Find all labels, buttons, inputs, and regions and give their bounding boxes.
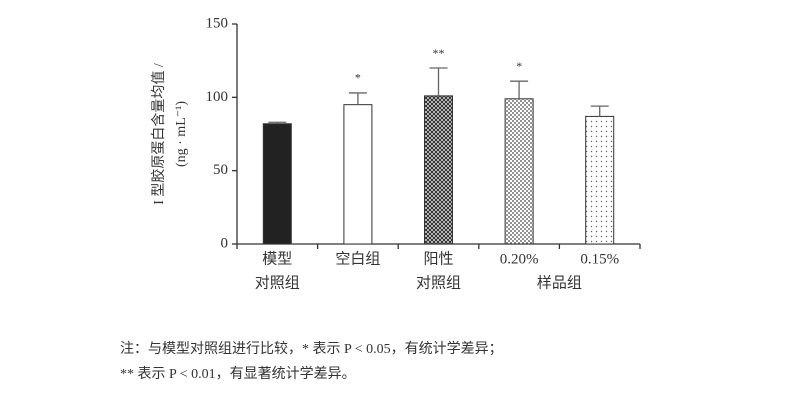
note: 注：与模型对照组进行比较，* 表示 P < 0.05，有统计学差异；	[120, 341, 503, 357]
error-bar	[510, 80, 529, 99]
x-tick-label: 模型	[262, 250, 292, 267]
error-bar	[429, 67, 448, 96]
x-tick-label: 对照组	[255, 274, 300, 291]
y-tick-label: 50	[213, 162, 228, 178]
x-tick-label: 对照组	[416, 274, 461, 291]
significance-label: *	[516, 59, 522, 73]
y-axis-label: (ng · mL⁻¹)	[174, 101, 189, 167]
bar	[343, 104, 373, 245]
y-tick-label: 100	[206, 89, 229, 105]
error-bar	[590, 105, 609, 117]
significance-label: **	[433, 46, 445, 60]
y-axis-label: I 型胶原蛋白含量均值 /	[150, 63, 167, 205]
bar	[504, 98, 534, 245]
bar	[585, 115, 615, 245]
error-bar	[348, 92, 367, 105]
bar	[424, 95, 453, 245]
group-label: 样品组	[537, 274, 582, 291]
x-tick-label: 阳性	[423, 250, 453, 267]
x-tick-label: 0.15%	[580, 251, 619, 267]
note: ** 表示 P < 0.01，有显著统计学差异。	[120, 366, 356, 382]
bar	[262, 123, 292, 245]
y-tick-label: 0	[221, 235, 229, 251]
x-tick-label: 空白组	[335, 250, 380, 267]
x-tick-label: 0.20%	[500, 251, 539, 267]
error-bar	[268, 121, 287, 124]
significance-label: *	[355, 71, 361, 85]
y-tick-label: 150	[206, 15, 229, 31]
